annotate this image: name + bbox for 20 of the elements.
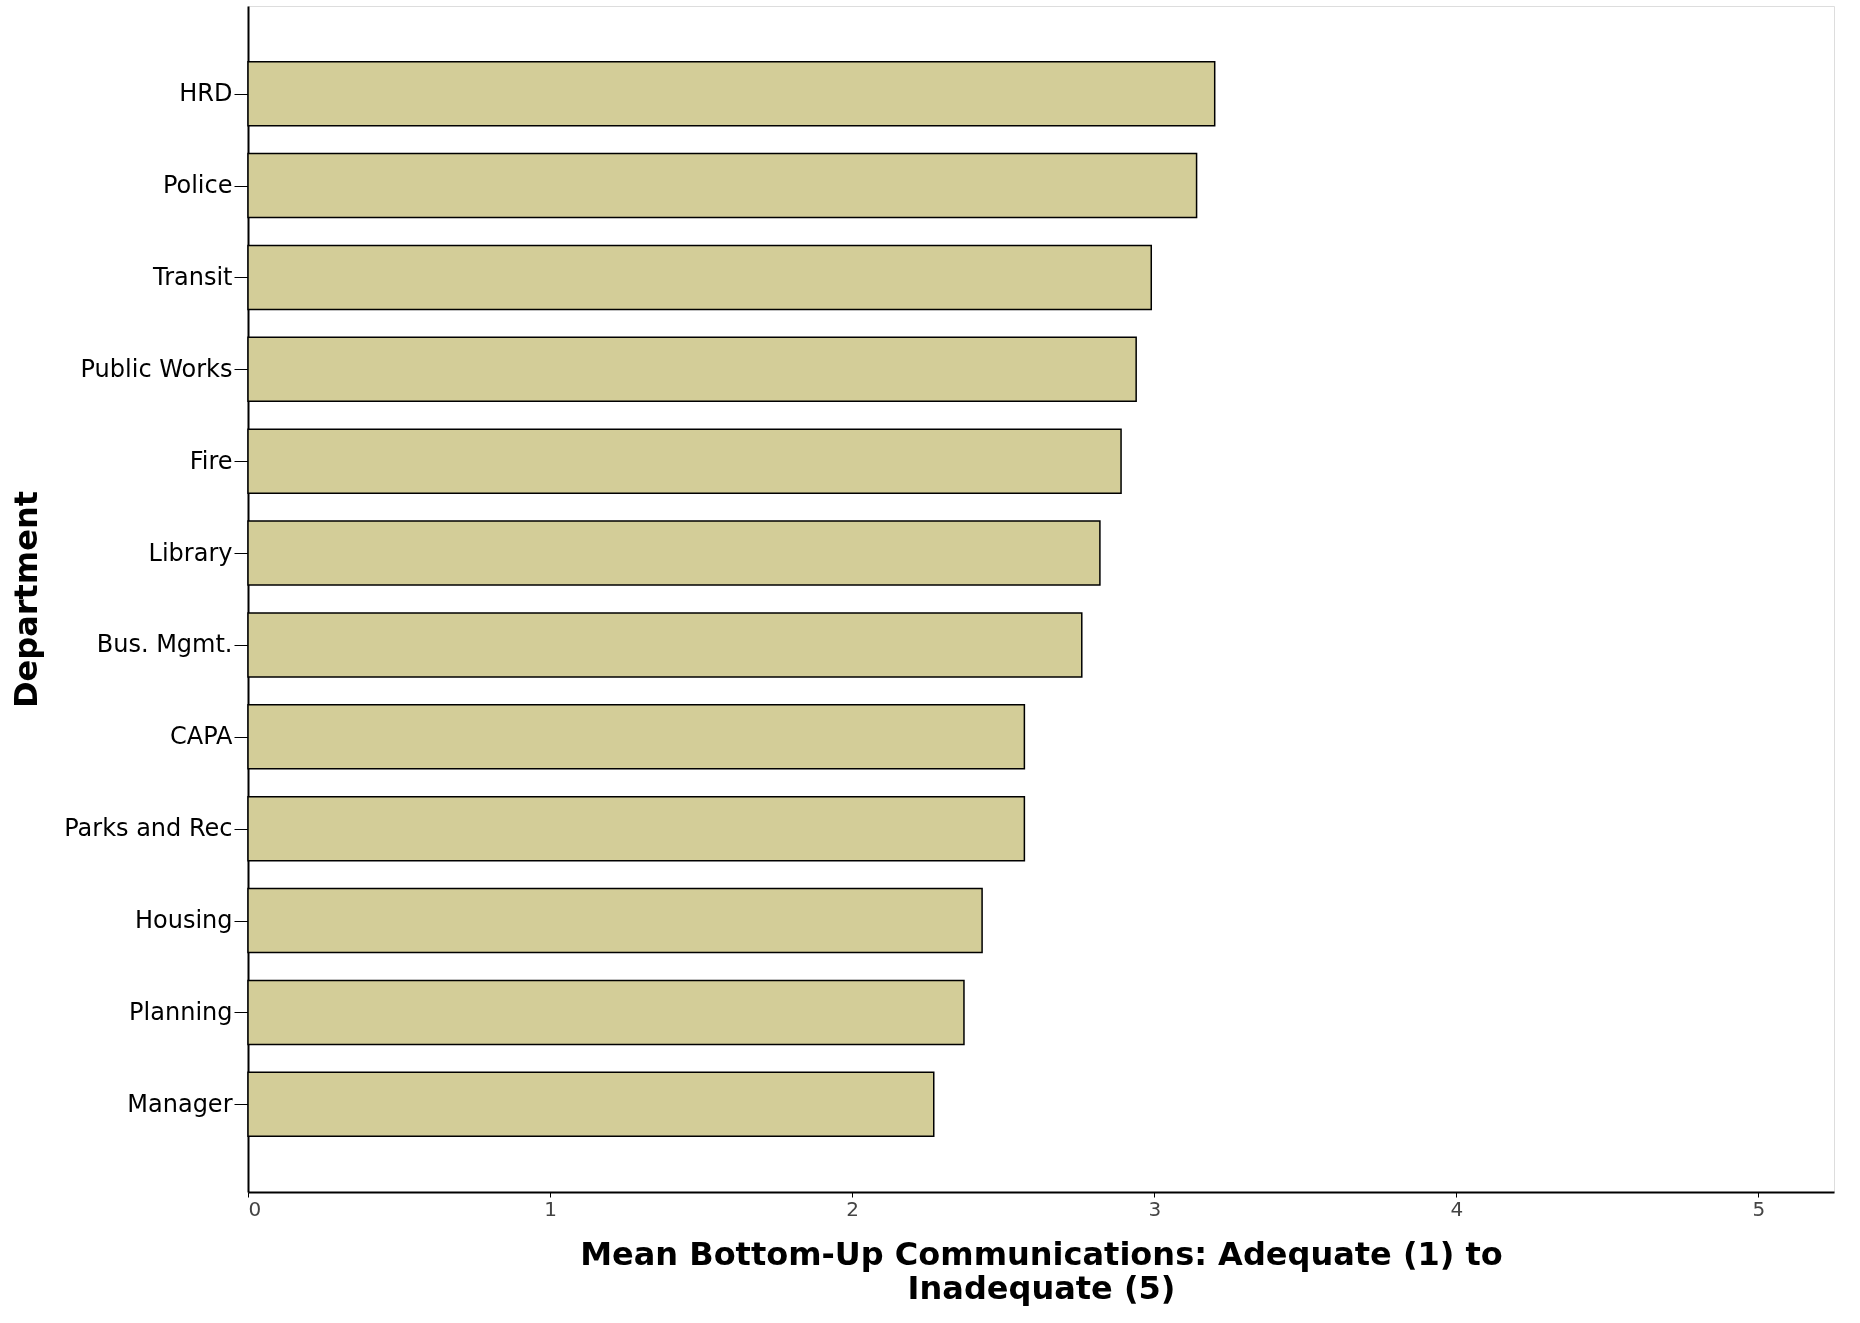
x-tick-label: 4 xyxy=(1450,1196,1464,1221)
y-tick-label: Fire xyxy=(189,446,233,475)
x-tick-label: 3 xyxy=(1148,1196,1162,1221)
y-tick-label: Transit xyxy=(152,262,233,291)
x-tick-label: 1 xyxy=(544,1196,557,1221)
x-tick-label: 0 xyxy=(248,1196,262,1221)
y-tick-label: Public Works xyxy=(80,354,233,383)
y-tick-label: HRD xyxy=(179,79,233,108)
y-tick-label: Library xyxy=(148,538,233,567)
y-tick-label: Planning xyxy=(129,997,233,1026)
y-tick-label: CAPA xyxy=(169,722,234,751)
y-tick-label: Police xyxy=(162,171,233,200)
y-tick-label: Parks and Rec xyxy=(64,814,233,843)
y-tick-label: Housing xyxy=(134,906,233,935)
x-tick-label: 2 xyxy=(846,1196,860,1221)
y-tick-label: Bus. Mgmt. xyxy=(96,630,233,659)
x-axis-title: Mean Bottom-Up Communications: Adequate (1) to Inadequate (5) xyxy=(580,1234,1503,1307)
y-axis-title: Department xyxy=(7,491,46,708)
x-tick-label: 5 xyxy=(1752,1196,1766,1221)
y-tick-label: Manager xyxy=(127,1089,233,1118)
